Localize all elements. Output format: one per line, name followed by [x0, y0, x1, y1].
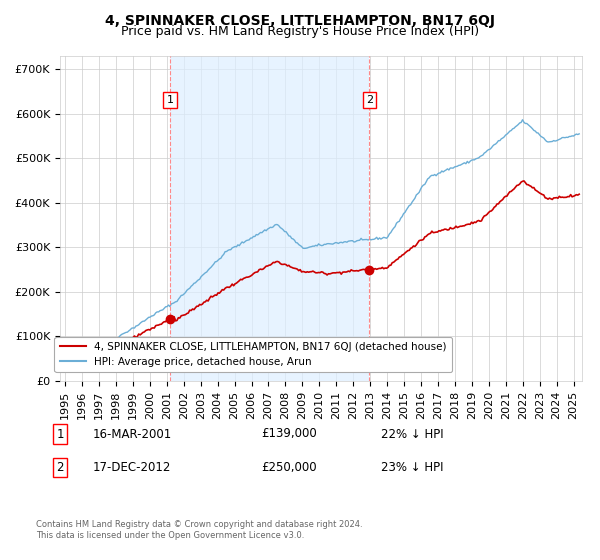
Text: £139,000: £139,000 — [261, 427, 317, 441]
Text: £250,000: £250,000 — [261, 461, 317, 474]
Text: Contains HM Land Registry data © Crown copyright and database right 2024.: Contains HM Land Registry data © Crown c… — [36, 520, 362, 529]
Text: 17-DEC-2012: 17-DEC-2012 — [93, 461, 172, 474]
Text: 1: 1 — [56, 427, 64, 441]
Text: 23% ↓ HPI: 23% ↓ HPI — [381, 461, 443, 474]
Text: 4, SPINNAKER CLOSE, LITTLEHAMPTON, BN17 6QJ: 4, SPINNAKER CLOSE, LITTLEHAMPTON, BN17 … — [105, 14, 495, 28]
Text: This data is licensed under the Open Government Licence v3.0.: This data is licensed under the Open Gov… — [36, 531, 304, 540]
Text: 16-MAR-2001: 16-MAR-2001 — [93, 427, 172, 441]
Legend: 4, SPINNAKER CLOSE, LITTLEHAMPTON, BN17 6QJ (detached house), HPI: Average price: 4, SPINNAKER CLOSE, LITTLEHAMPTON, BN17 … — [55, 337, 452, 372]
Text: 22% ↓ HPI: 22% ↓ HPI — [381, 427, 443, 441]
Text: 2: 2 — [366, 95, 373, 105]
Text: 2: 2 — [56, 461, 64, 474]
Text: 1: 1 — [167, 95, 174, 105]
Text: Price paid vs. HM Land Registry's House Price Index (HPI): Price paid vs. HM Land Registry's House … — [121, 25, 479, 38]
Bar — [170, 56, 370, 381]
